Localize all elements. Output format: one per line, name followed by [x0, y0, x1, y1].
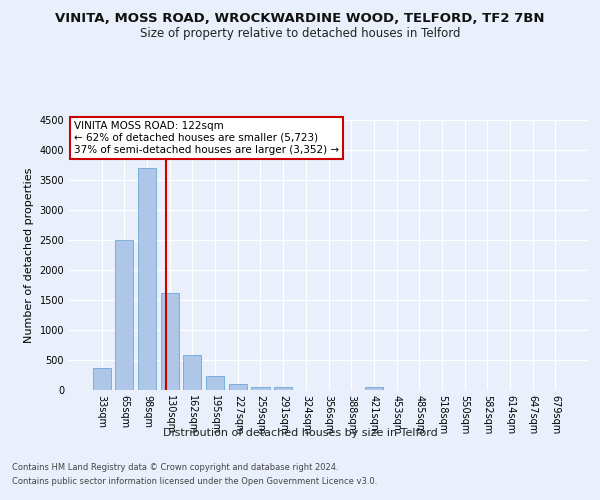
- Bar: [184, 354, 202, 390]
- Bar: [161, 292, 179, 390]
- Bar: [274, 388, 292, 390]
- Bar: [138, 168, 156, 390]
- Bar: [251, 386, 269, 390]
- Text: Distribution of detached houses by size in Telford: Distribution of detached houses by size …: [163, 428, 437, 438]
- Text: Contains HM Land Registry data © Crown copyright and database right 2024.: Contains HM Land Registry data © Crown c…: [12, 462, 338, 471]
- Text: VINITA MOSS ROAD: 122sqm
← 62% of detached houses are smaller (5,723)
37% of sem: VINITA MOSS ROAD: 122sqm ← 62% of detach…: [74, 122, 340, 154]
- Y-axis label: Number of detached properties: Number of detached properties: [24, 168, 34, 342]
- Bar: [206, 376, 224, 390]
- Bar: [115, 240, 133, 390]
- Bar: [229, 384, 247, 390]
- Text: Contains public sector information licensed under the Open Government Licence v3: Contains public sector information licen…: [12, 478, 377, 486]
- Bar: [92, 368, 111, 390]
- Bar: [365, 386, 383, 390]
- Text: VINITA, MOSS ROAD, WROCKWARDINE WOOD, TELFORD, TF2 7BN: VINITA, MOSS ROAD, WROCKWARDINE WOOD, TE…: [55, 12, 545, 26]
- Text: Size of property relative to detached houses in Telford: Size of property relative to detached ho…: [140, 28, 460, 40]
